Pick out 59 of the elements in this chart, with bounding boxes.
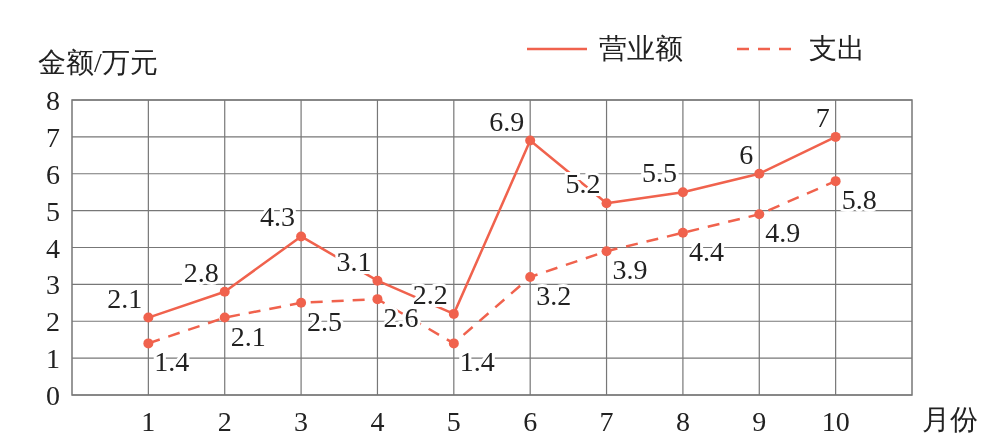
data-label: 6 [739,138,754,170]
point [296,231,307,242]
data-label: 2.1 [230,320,266,352]
legend-label: 支出 [809,33,865,64]
point [754,209,765,220]
data-label: 5.5 [641,157,677,189]
point [830,176,841,187]
data-label: 3.9 [612,254,648,286]
data-label: 5.8 [841,184,877,216]
data-label: 6.9 [489,105,525,137]
point [677,187,688,198]
data-label: 2.1 [107,282,143,314]
point [219,286,230,297]
x-axis-title: 月份 [922,404,978,435]
data-label: 2.5 [307,305,343,337]
point [296,297,307,308]
y-axis-title: 金额/万元 [38,47,158,78]
x-tick-label: 3 [294,406,309,437]
point [754,168,765,179]
x-tick-label: 5 [446,406,461,437]
data-label: 3.2 [536,280,572,311]
y-tick-label: 0 [46,380,60,411]
x-tick-label: 7 [599,406,614,437]
point [143,312,154,323]
data-label: 7 [815,101,830,133]
x-tick-label: 8 [675,406,690,437]
data-label: 4.3 [260,201,296,233]
point [448,308,459,319]
y-tick-label: 1 [46,343,60,375]
data-label: 2.8 [183,256,219,288]
y-tick-label: 3 [46,269,60,301]
y-tick-label: 6 [46,158,60,190]
point [448,338,459,349]
y-tick-label: 5 [46,195,60,227]
point [525,135,536,146]
point [143,338,154,349]
point [219,312,230,323]
x-tick-label: 9 [752,406,767,437]
data-label: 4.9 [765,217,801,249]
point [677,227,688,238]
x-tick-label: 1 [141,406,156,437]
data-label: 1.4 [459,346,495,378]
point [372,294,383,305]
y-tick-label: 7 [46,121,60,153]
y-tick-label: 8 [46,85,60,116]
point [601,246,612,257]
y-tick-label: 2 [46,306,60,338]
point [830,131,841,142]
point [372,275,383,286]
data-label: 1.4 [154,346,190,378]
legend-label: 营业额 [599,33,683,64]
x-tick-label: 4 [370,406,385,437]
point [525,272,536,282]
x-tick-label: 6 [523,406,538,437]
x-tick-label: 10 [821,406,850,437]
x-tick-label: 2 [217,406,232,437]
point [601,198,612,209]
y-tick-label: 4 [46,232,60,264]
data-label: 2.2 [412,278,448,310]
